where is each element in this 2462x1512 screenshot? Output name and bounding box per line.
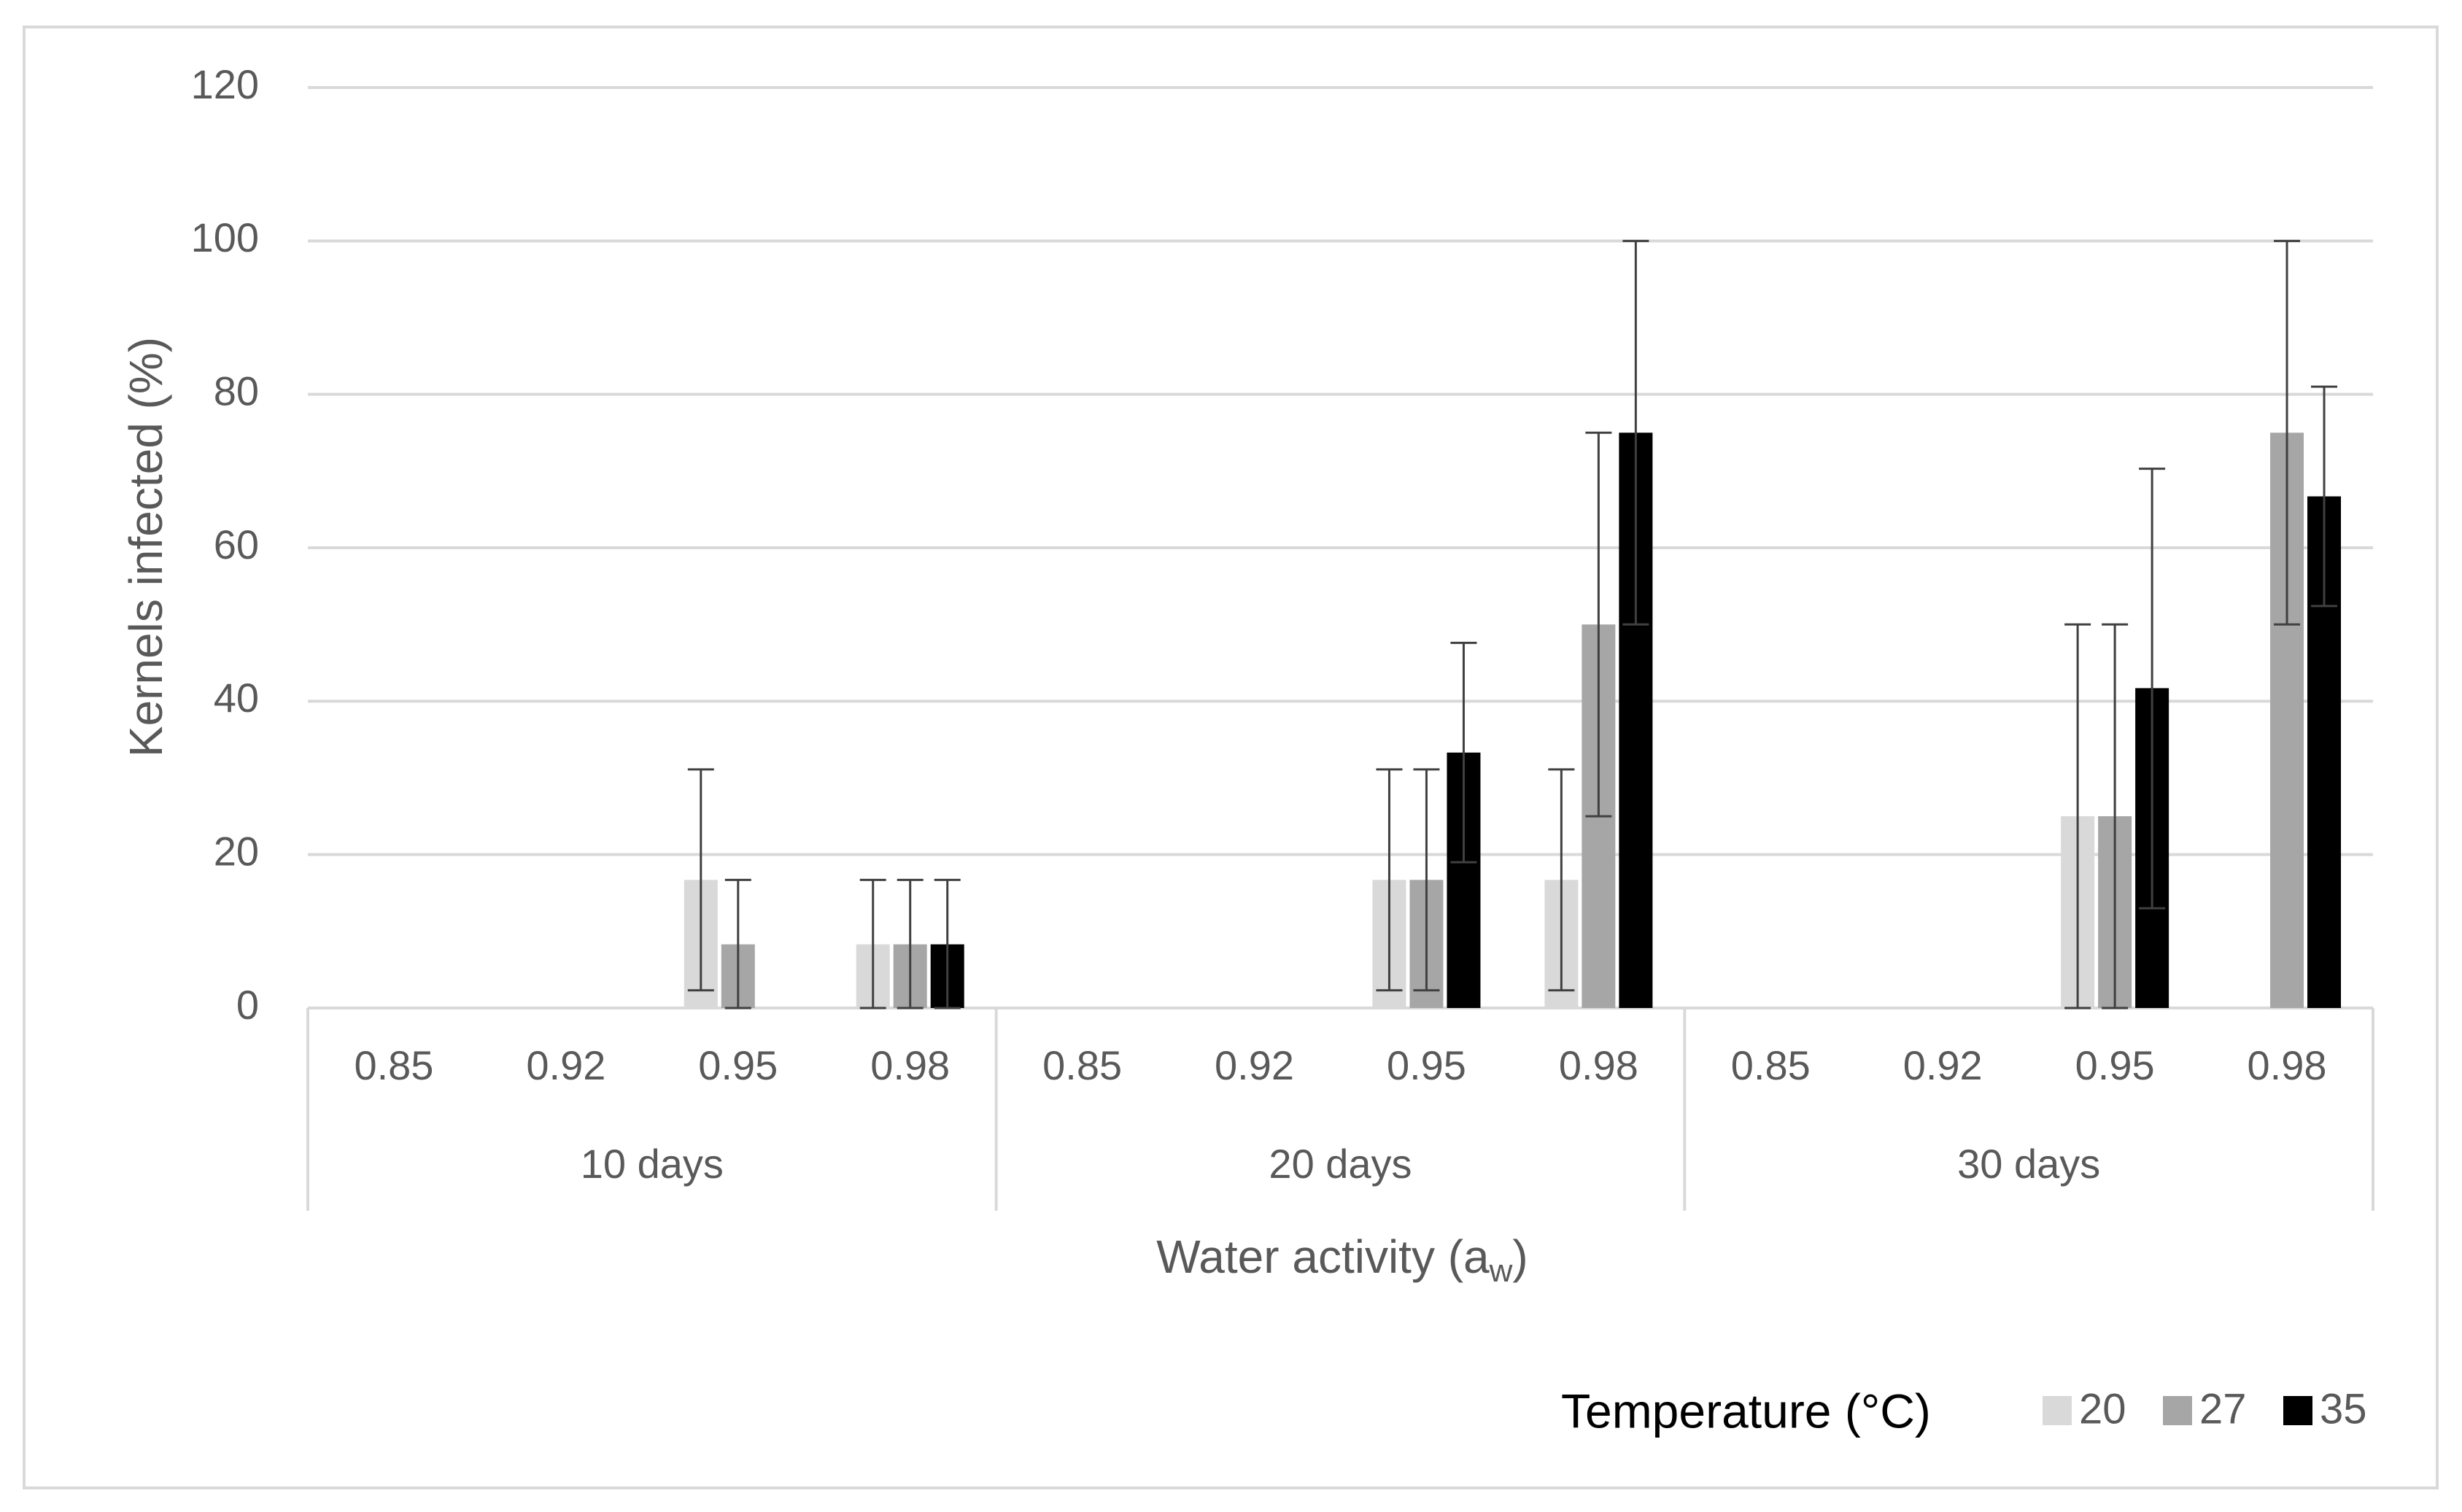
category-label: 0.98: [870, 1042, 950, 1088]
y-tick-label: 20: [214, 828, 259, 874]
category-label: 0.98: [1559, 1042, 1638, 1088]
legend-swatch: [2283, 1396, 2312, 1425]
error-bar-27-20-days-0.98: [1585, 431, 1612, 818]
legend-swatch: [2043, 1396, 2072, 1425]
legend-items: 20 27 35: [2043, 1385, 2367, 1432]
y-tick-label: 120: [191, 61, 259, 107]
legend-item-20: 20: [2043, 1385, 2126, 1432]
category-label: 0.85: [1731, 1042, 1811, 1088]
error-bar-35-30-days-0.98: [2311, 385, 2338, 608]
gridlines: [308, 86, 2373, 1009]
category-label: 0.92: [1903, 1042, 1983, 1088]
legend-title: Temperature (°C): [1561, 1384, 1931, 1438]
error-bar-27-10-days-0.98: [897, 878, 924, 1009]
error-bar-27-20-days-0.95: [1413, 768, 1440, 992]
category-label: 0.92: [526, 1042, 605, 1088]
legend-label: 20: [2079, 1385, 2126, 1432]
legend-item-27: 27: [2163, 1385, 2247, 1432]
error-bar-20-20-days-0.95: [1376, 768, 1403, 992]
error-bar-20-10-days-0.98: [859, 878, 886, 1009]
group-label: 10 days: [581, 1141, 724, 1187]
error-bar-27-30-days-0.98: [2274, 239, 2301, 626]
error-bars: [687, 239, 2338, 1009]
error-bar-20-30-days-0.95: [2064, 623, 2091, 1009]
category-label: 0.85: [1042, 1042, 1122, 1088]
legend-item-35: 35: [2283, 1385, 2367, 1432]
error-bar-20-20-days-0.98: [1548, 768, 1575, 992]
error-bar-35-20-days-0.98: [1622, 239, 1649, 626]
y-axis-title: Kernels infected (%): [120, 337, 172, 757]
x-axis-title-subscript: w: [1489, 1253, 1513, 1289]
chart-border: [23, 26, 2439, 1489]
error-bar-27-30-days-0.95: [2102, 623, 2129, 1009]
x-axis-title: Water activity (aw): [1156, 1230, 1528, 1289]
legend: Temperature (°C) 20 27 35: [1561, 1384, 2367, 1438]
category-label: 0.92: [1215, 1042, 1294, 1088]
legend-label: 27: [2199, 1385, 2247, 1432]
category-axis: [306, 1008, 2374, 1211]
category-label: 0.85: [354, 1042, 433, 1088]
category-label: 0.95: [2075, 1042, 2155, 1088]
error-bar-35-20-days-0.95: [1450, 641, 1477, 864]
x-axis-title-main: Water activity (a: [1156, 1230, 1490, 1283]
y-tick-label: 0: [236, 982, 259, 1028]
legend-swatch: [2163, 1396, 2192, 1425]
group-label: 30 days: [1957, 1141, 2100, 1187]
error-bar-35-10-days-0.98: [934, 878, 961, 1009]
y-tick-label: 40: [214, 675, 259, 721]
category-label: 0.98: [2248, 1042, 2327, 1088]
category-label: 0.95: [1387, 1042, 1466, 1088]
category-label: 0.95: [698, 1042, 778, 1088]
y-tick-label: 80: [214, 368, 259, 414]
error-bar-27-10-days-0.95: [724, 878, 751, 1009]
group-label: 20 days: [1269, 1141, 1412, 1187]
legend-label: 35: [2320, 1385, 2367, 1432]
y-tick-label: 60: [214, 522, 259, 567]
y-axis-ticks: 0 20 40 60 80 100 120: [191, 61, 259, 1028]
y-tick-label: 100: [191, 214, 259, 260]
error-bar-35-30-days-0.95: [2139, 468, 2166, 910]
error-bar-20-10-days-0.95: [687, 768, 714, 992]
x-axis-title-suffix: ): [1512, 1230, 1528, 1283]
x-axis-labels: 10 days 0.85 0.92 0.95 0.98 20 days 0.85 0.92 0.…: [354, 1042, 2326, 1187]
